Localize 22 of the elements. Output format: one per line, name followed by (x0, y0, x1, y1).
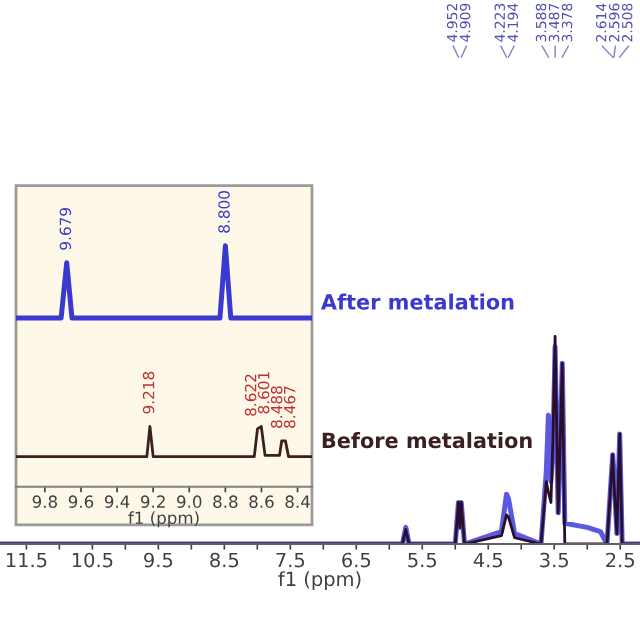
x-tick-label: 6.5 (342, 552, 371, 568)
x-tick-label: 11.5 (6, 552, 47, 568)
x-tick-label: 4.5 (473, 552, 503, 568)
series-label: After metalation (320, 293, 514, 310)
x-tick-label: 8.4 (285, 495, 310, 508)
x-tick-label: 9.0 (177, 495, 202, 508)
x-tick-label: 8.5 (210, 552, 239, 568)
x-tick-label: 9.6 (68, 495, 94, 508)
x-tick-label: 10.5 (72, 552, 113, 568)
x-tick-label: 9.4 (104, 495, 130, 508)
x-tick-label: 9.5 (144, 552, 173, 568)
x-tick-label: 5.5 (408, 552, 437, 568)
x-tick-label: 2.5 (606, 552, 634, 568)
x-tick-label: 8.6 (249, 495, 274, 508)
x-axis-title: f1 (ppm) (128, 511, 199, 528)
x-tick-label: 3.5 (540, 552, 568, 568)
x-tick-label: 8.8 (213, 495, 238, 508)
x-axis-title: f1 (ppm) (278, 571, 361, 590)
x-tick-label: 7.5 (276, 552, 305, 568)
x-tick-label: 9.8 (32, 495, 57, 508)
series-label: Before metalation (322, 432, 532, 449)
x-tick-label: 9.2 (140, 495, 165, 508)
